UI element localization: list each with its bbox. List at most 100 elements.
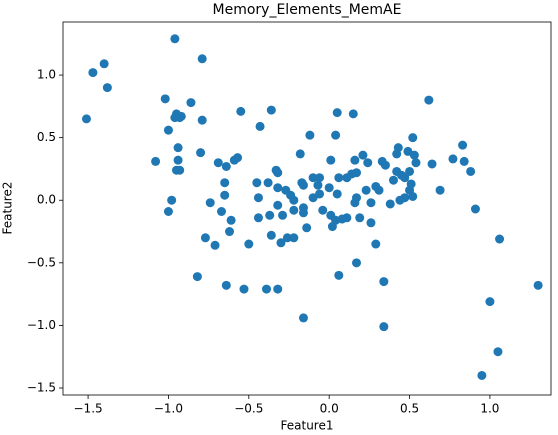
x-axis-label: Feature1 — [281, 419, 334, 433]
point — [273, 284, 283, 294]
point — [236, 106, 246, 116]
point — [459, 156, 469, 166]
point — [358, 150, 368, 160]
point — [196, 148, 206, 158]
point — [334, 173, 344, 183]
x-tick-label: −0.5 — [234, 402, 263, 416]
point — [334, 270, 344, 280]
point — [350, 198, 360, 208]
point — [393, 143, 403, 153]
point — [302, 223, 312, 233]
point — [163, 207, 173, 217]
point — [239, 284, 249, 294]
point — [331, 130, 341, 140]
point — [408, 191, 418, 201]
point — [200, 233, 210, 243]
point — [470, 204, 480, 214]
point — [81, 114, 91, 124]
x-tick-label: −1.0 — [154, 402, 183, 416]
point — [409, 150, 419, 160]
point — [273, 200, 283, 210]
point — [308, 173, 318, 183]
x-tick-label: 0.5 — [400, 402, 419, 416]
point — [163, 125, 173, 135]
point — [167, 195, 177, 205]
point — [170, 113, 180, 123]
point — [99, 59, 109, 69]
point — [342, 213, 352, 223]
point — [276, 238, 286, 248]
point — [205, 198, 215, 208]
y-tick-label: −1.0 — [27, 318, 56, 332]
point — [252, 178, 262, 188]
point — [366, 198, 376, 208]
point — [88, 68, 98, 78]
point — [326, 155, 336, 165]
point — [233, 153, 243, 163]
point — [289, 195, 299, 205]
x-tick-label: 0.0 — [320, 402, 339, 416]
point — [160, 94, 170, 104]
point — [216, 207, 226, 217]
point — [210, 240, 220, 250]
point — [466, 166, 476, 176]
point — [315, 173, 325, 183]
point — [221, 161, 231, 171]
point — [379, 277, 389, 287]
point — [273, 183, 283, 193]
point — [448, 154, 458, 164]
point — [355, 213, 365, 223]
point — [225, 227, 235, 237]
point — [366, 218, 376, 228]
point — [361, 185, 371, 195]
point — [411, 158, 421, 168]
point — [295, 149, 305, 159]
point — [281, 185, 291, 195]
point — [197, 115, 207, 125]
point — [266, 230, 276, 240]
x-tick-label: −1.5 — [74, 402, 103, 416]
plot-frame — [62, 21, 552, 396]
point — [173, 155, 183, 165]
point — [289, 205, 299, 215]
point — [173, 143, 183, 153]
point — [477, 370, 487, 380]
point — [406, 179, 416, 189]
y-tick-label: −0.5 — [27, 255, 56, 269]
point — [485, 297, 495, 307]
point — [493, 347, 503, 357]
point — [289, 233, 299, 243]
point — [374, 185, 384, 195]
x-tick-label: 1.0 — [480, 402, 499, 416]
point — [151, 156, 161, 166]
point — [213, 158, 223, 168]
y-tick-label: 0.0 — [37, 193, 56, 207]
chart-title: Memory_Elements_MemAE — [213, 2, 402, 18]
point — [226, 215, 236, 225]
point — [400, 193, 410, 203]
point — [350, 155, 360, 165]
point — [408, 133, 418, 143]
point — [435, 185, 445, 195]
point — [265, 210, 275, 220]
point — [385, 199, 395, 209]
point — [315, 189, 325, 199]
point — [253, 213, 263, 223]
point — [263, 178, 273, 188]
point — [332, 189, 342, 199]
point — [197, 54, 207, 64]
point — [298, 180, 308, 190]
point — [352, 258, 362, 268]
point — [266, 105, 276, 115]
point — [313, 180, 323, 190]
point — [305, 130, 315, 140]
point — [388, 175, 398, 185]
point — [318, 205, 328, 215]
point — [400, 173, 410, 183]
y-tick-label: 0.5 — [37, 130, 56, 144]
point — [332, 108, 342, 118]
point — [424, 95, 434, 105]
point — [192, 272, 202, 282]
y-tick-label: 1.0 — [37, 68, 56, 82]
